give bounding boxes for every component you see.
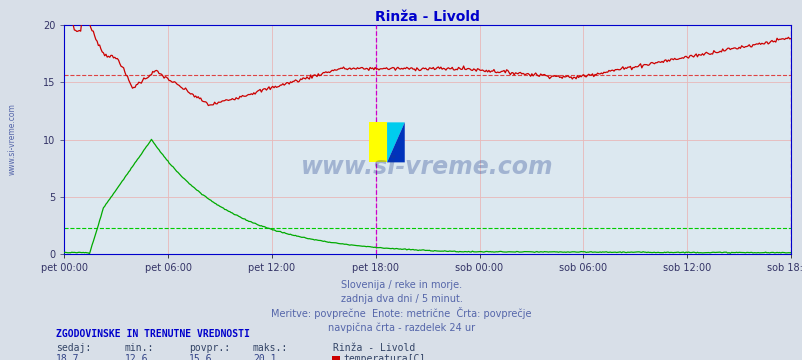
Text: 20,1: 20,1 [253, 354, 276, 360]
Text: Rinža - Livold: Rinža - Livold [333, 343, 415, 353]
Text: 18,7: 18,7 [56, 354, 79, 360]
Text: www.si-vreme.com: www.si-vreme.com [301, 155, 553, 179]
Text: 15,6: 15,6 [188, 354, 212, 360]
Text: min.:: min.: [124, 343, 154, 353]
Text: zadnja dva dni / 5 minut.: zadnja dva dni / 5 minut. [340, 294, 462, 305]
Text: 12,6: 12,6 [124, 354, 148, 360]
Text: Meritve: povprečne  Enote: metrične  Črta: povprečje: Meritve: povprečne Enote: metrične Črta:… [271, 307, 531, 319]
Polygon shape [369, 122, 387, 162]
Text: sedaj:: sedaj: [56, 343, 91, 353]
Polygon shape [387, 122, 404, 162]
Title: Rinža - Livold: Rinža - Livold [375, 10, 480, 24]
Text: temperatura[C]: temperatura[C] [343, 354, 425, 360]
Text: povpr.:: povpr.: [188, 343, 229, 353]
Text: navpična črta - razdelek 24 ur: navpična črta - razdelek 24 ur [327, 323, 475, 333]
Text: Slovenija / reke in morje.: Slovenija / reke in morje. [341, 280, 461, 290]
Text: ZGODOVINSKE IN TRENUTNE VREDNOSTI: ZGODOVINSKE IN TRENUTNE VREDNOSTI [56, 329, 249, 339]
Text: maks.:: maks.: [253, 343, 288, 353]
Text: www.si-vreme.com: www.si-vreme.com [7, 104, 16, 175]
Polygon shape [387, 122, 404, 162]
